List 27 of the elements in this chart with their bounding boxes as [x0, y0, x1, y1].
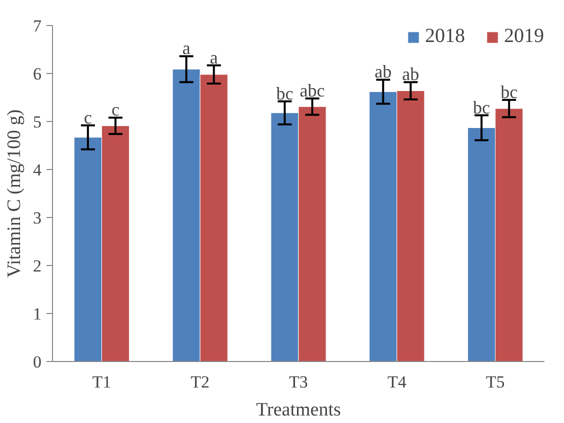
y-tick-label: 7 — [33, 16, 42, 36]
y-tick-label: 5 — [33, 112, 42, 132]
data-label: bc — [500, 82, 518, 102]
data-label: a — [210, 47, 218, 68]
y-axis-title: Vitamin C (mg/100 g) — [4, 109, 25, 278]
y-tick-label: 3 — [33, 208, 42, 228]
data-label: c — [84, 107, 92, 128]
x-axis-title: Treatments — [256, 400, 341, 420]
x-tick-label: T5 — [486, 372, 505, 392]
data-label: ab — [374, 62, 392, 82]
x-tick-label: T4 — [387, 372, 407, 392]
legend-label: 2018 — [425, 25, 465, 48]
data-label: bc — [276, 83, 294, 104]
y-tick-label: 4 — [33, 160, 42, 180]
x-tick-label: T3 — [289, 372, 308, 392]
data-label: ab — [402, 64, 420, 84]
data-label: abc — [300, 80, 325, 100]
x-tick-label: T1 — [92, 372, 112, 392]
y-tick-label: 1 — [33, 304, 42, 324]
y-tick-label: 6 — [33, 64, 42, 84]
data-label: bc — [473, 97, 490, 118]
legend-label: 2019 — [504, 25, 544, 48]
x-tick-label: T2 — [190, 372, 210, 392]
y-tick-label: 0 — [33, 352, 42, 372]
data-label: c — [111, 100, 120, 120]
data-label: a — [182, 38, 190, 58]
y-tick-label: 2 — [33, 256, 42, 276]
